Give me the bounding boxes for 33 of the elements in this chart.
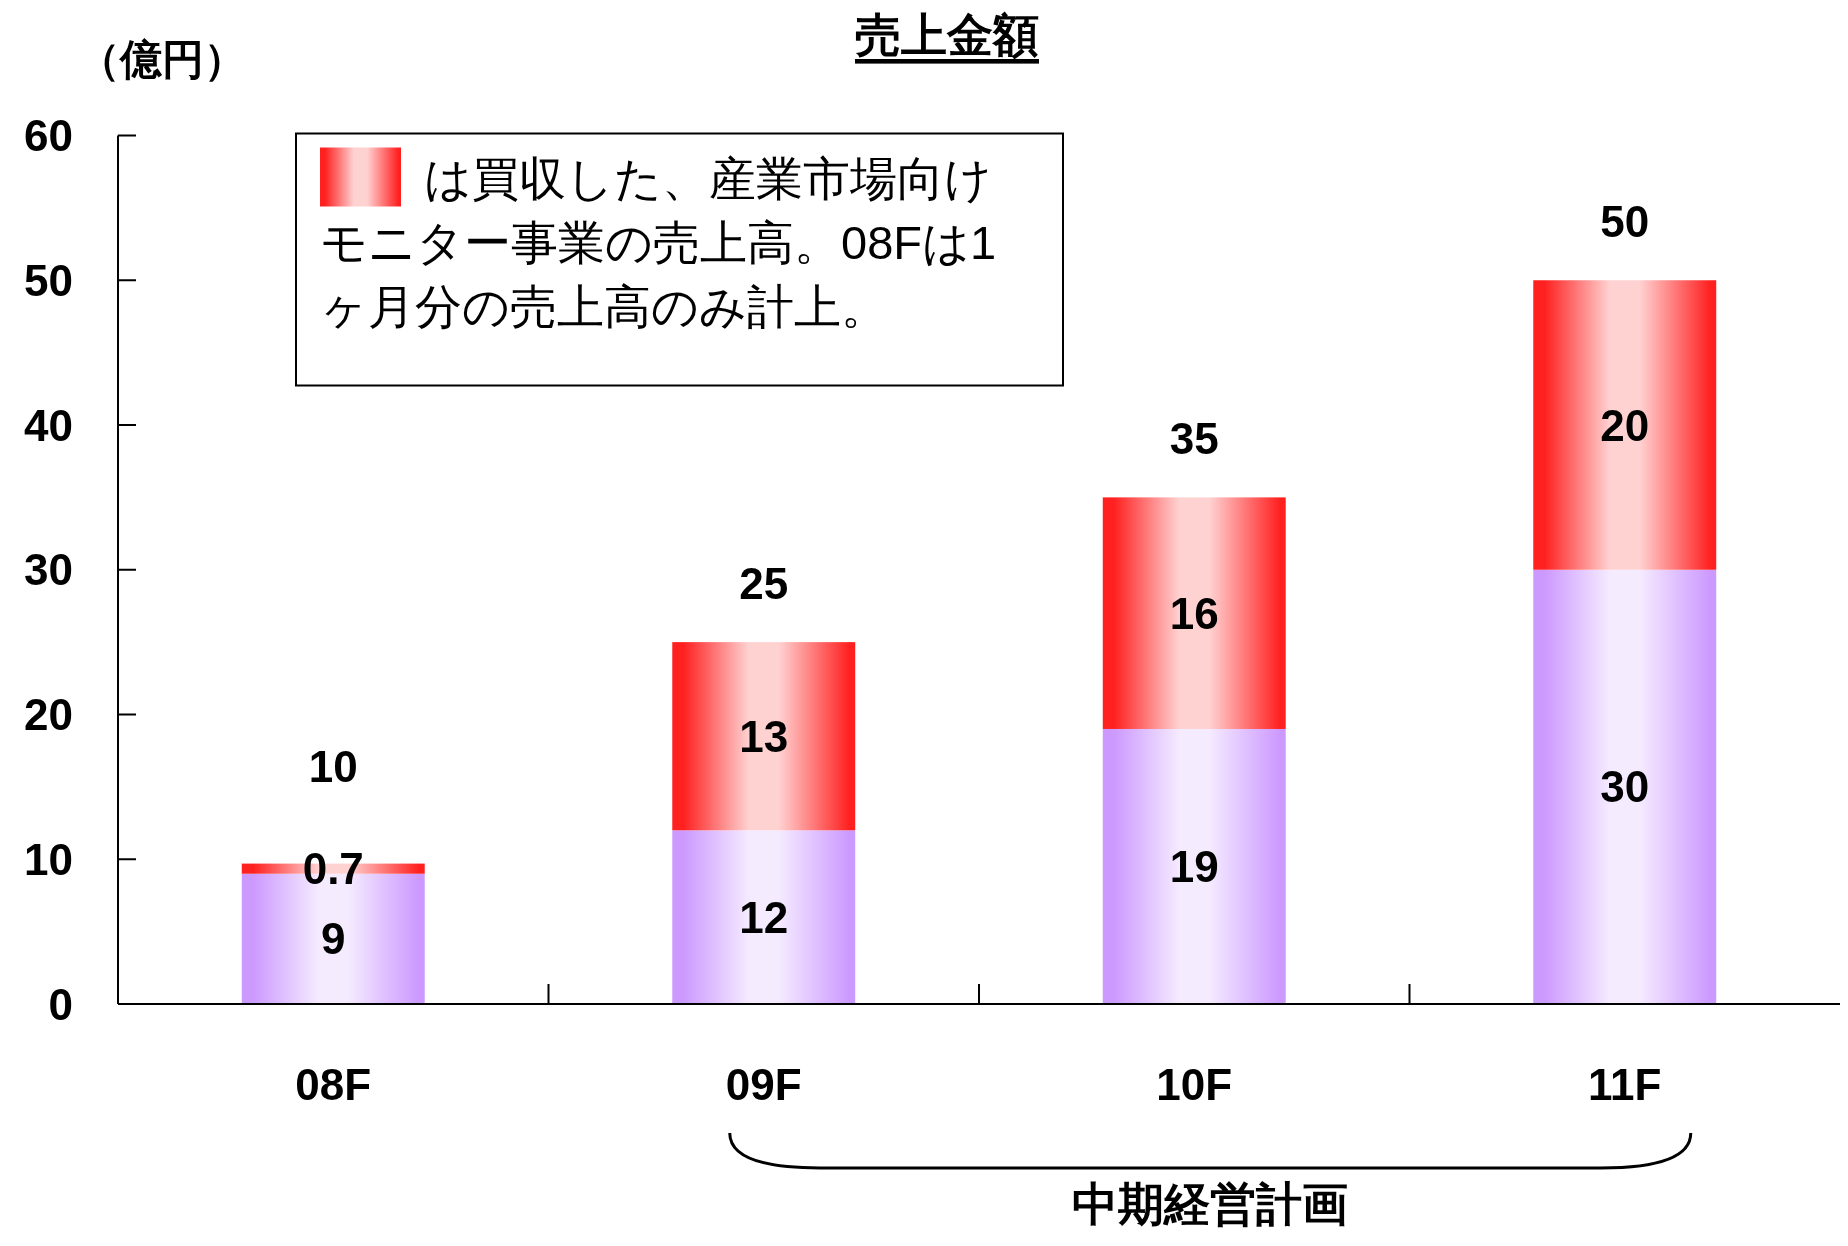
y-tick-label: 40 <box>24 400 73 450</box>
y-tick-label: 30 <box>24 545 73 595</box>
x-tick-label: 10F <box>1156 1059 1233 1109</box>
y-tick-label: 60 <box>24 111 73 160</box>
bar <box>1533 569 1717 1004</box>
data-label: 13 <box>739 711 789 761</box>
x-tick-label: 09F <box>725 1059 802 1109</box>
legend-label: は買収した、産業市場向けモニター事業の売上高。08Fは1ヶ月分の売上高のみ計上。 <box>320 151 997 332</box>
bar <box>1102 497 1286 729</box>
total-label: 35 <box>1169 413 1219 463</box>
bar <box>1102 728 1286 1004</box>
data-label: 0.7 <box>302 844 364 894</box>
x-tick-label: 11F <box>1588 1059 1662 1109</box>
data-label: 20 <box>1600 400 1650 450</box>
total-label: 25 <box>739 558 789 608</box>
total-label: 10 <box>308 742 358 792</box>
bar <box>1533 280 1717 570</box>
total-label: 50 <box>1600 196 1650 246</box>
bar <box>672 830 856 1004</box>
y-tick-label: 20 <box>24 690 73 739</box>
data-label: 9 <box>321 914 346 964</box>
data-label: 12 <box>739 892 789 942</box>
bar <box>672 642 856 831</box>
data-label: 19 <box>1169 841 1219 891</box>
y-axis-title: （億円） <box>78 35 246 83</box>
y-tick-label: 50 <box>24 255 73 305</box>
y-tick-label: 10 <box>24 834 73 884</box>
data-label: 16 <box>1169 588 1219 638</box>
y-tick-label: 0 <box>48 979 73 1029</box>
x-tick-label: 08F <box>295 1059 372 1109</box>
chart-title: 売上金額 <box>855 9 1039 61</box>
data-label: 30 <box>1600 762 1650 812</box>
text: 中期経営計画 <box>1072 1178 1349 1230</box>
